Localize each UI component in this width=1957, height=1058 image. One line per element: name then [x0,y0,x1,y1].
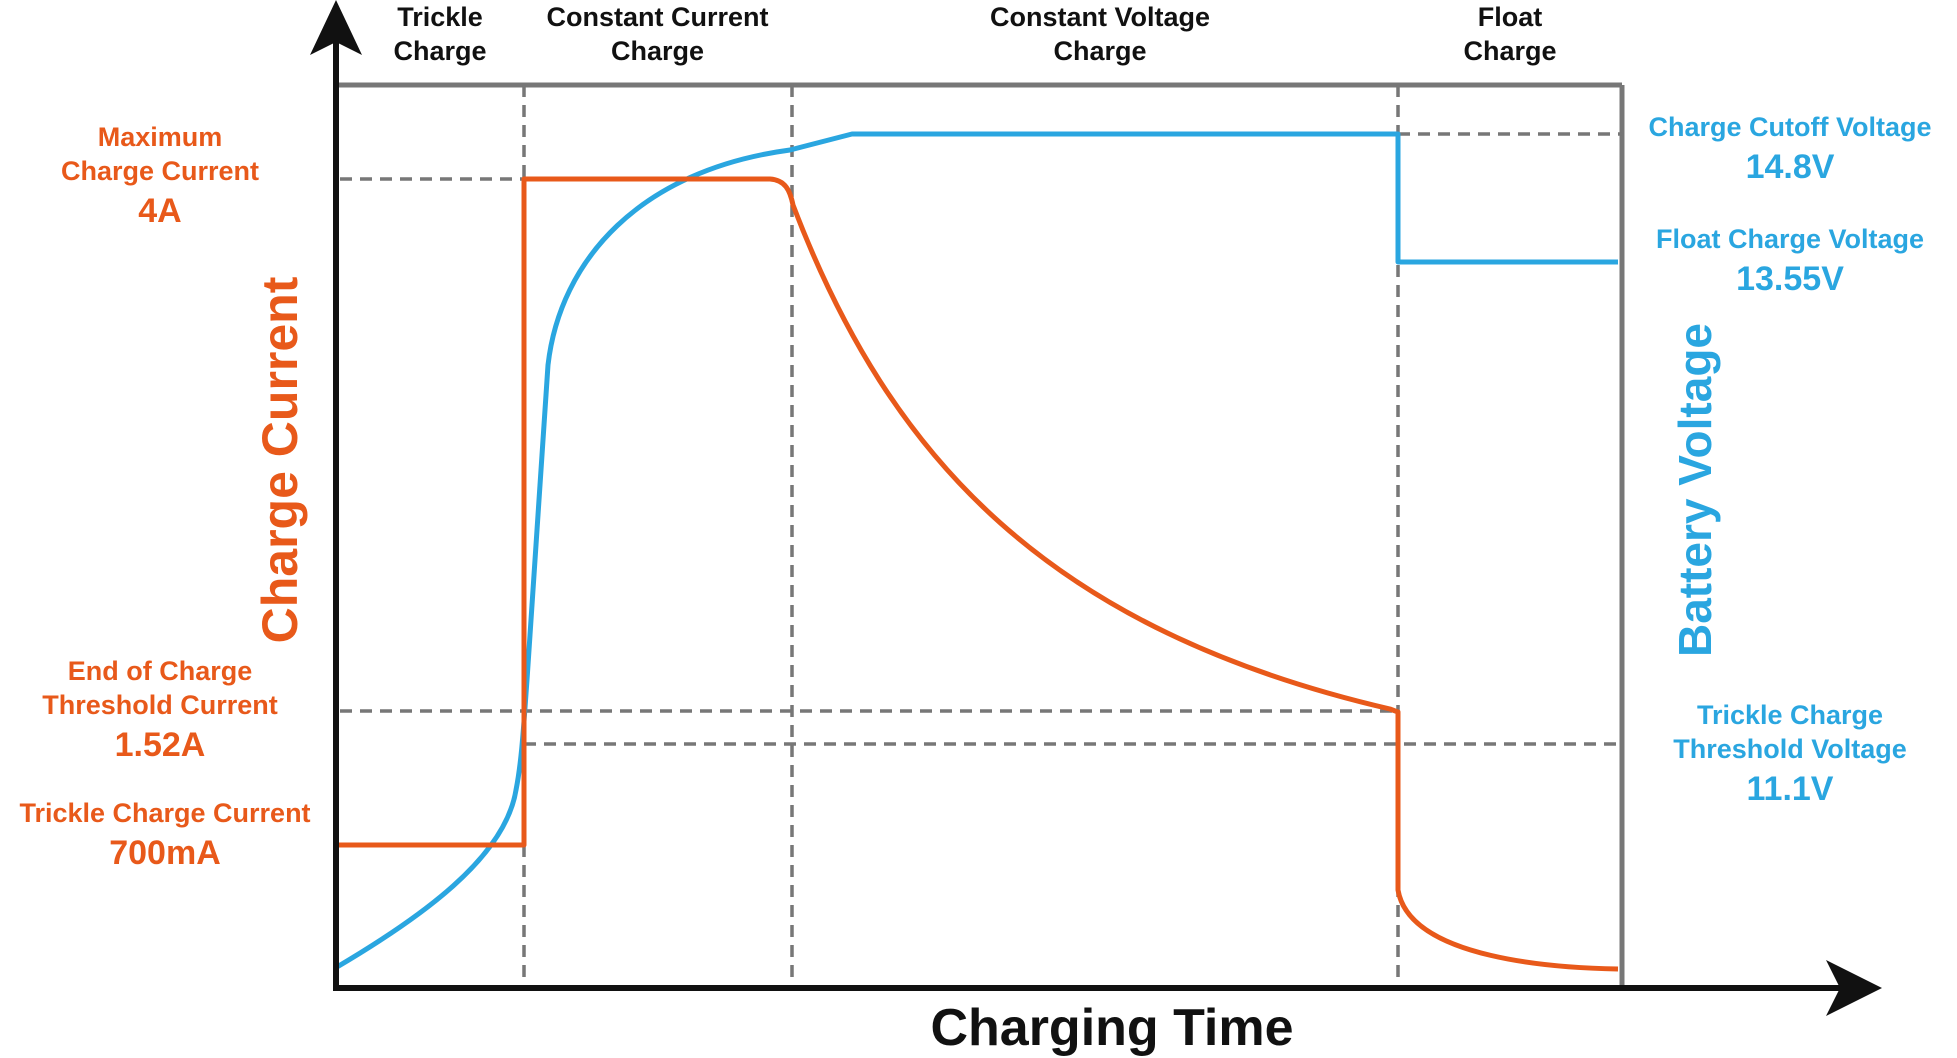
label-float-voltage: Float Charge Voltage 13.55V [1625,222,1955,296]
label-trickle-current-line1: Trickle Charge Current [19,798,311,828]
label-trickle-current-value: 700mA [109,834,221,872]
axes [310,0,1882,1016]
phase-label-cv-line2: Charge [1053,36,1147,66]
label-float-voltage-line1: Float Charge Voltage [1655,224,1925,254]
phase-label-cc: Constant Current Charge [520,0,795,68]
label-end-current-line1: End of Charge [67,656,253,686]
phase-label-float: Float Charge [1440,0,1580,68]
battery-voltage-curve [335,131,1618,970]
phase-label-float-line2: Charge [1463,36,1557,66]
phase-label-cv-line1: Constant Voltage [989,2,1210,32]
label-end-current-line2: Threshold Current [42,690,278,720]
label-trickle-current: Trickle Charge Current 700mA [0,796,330,870]
phase-label-float-line1: Float [1477,2,1543,32]
label-cutoff-voltage: Charge Cutoff Voltage 14.8V [1625,110,1955,184]
label-cutoff-voltage-value: 14.8V [1745,148,1835,186]
label-trickle-voltage-line2: Threshold Voltage [1673,734,1907,764]
phase-label-cc-line2: Charge [610,36,705,66]
label-cutoff-voltage-line1: Charge Cutoff Voltage [1648,112,1932,142]
y-axis-arrow-icon [310,0,362,55]
phase-label-trickle-line1: Trickle [397,2,483,32]
label-end-current: End of Charge Threshold Current 1.52A [10,654,310,762]
label-trickle-voltage-value: 11.1V [1746,770,1834,808]
label-max-current-value: 4A [138,192,182,230]
y-axis-title-current: Charge Current [252,276,308,644]
phase-dividers [522,85,1400,988]
x-axis-title: Charging Time [930,999,1294,1057]
label-end-current-value: 1.52A [114,726,206,764]
phase-label-cc-line1: Constant Current [546,2,769,32]
label-float-voltage-value: 13.55V [1736,260,1844,298]
label-max-current: Maximum Charge Current 4A [20,120,300,228]
y-axis-title-voltage: Battery Voltage [1669,322,1721,658]
chart-frame [336,82,1625,990]
phase-label-trickle: Trickle Charge [380,0,500,68]
charge-current-curve [338,176,1619,972]
level-guides [340,132,1622,746]
x-axis-arrow-icon [1826,960,1882,1016]
label-trickle-voltage-line1: Trickle Charge [1696,700,1884,730]
phase-label-cv: Constant Voltage Charge [950,0,1250,68]
label-trickle-voltage: Trickle Charge Threshold Voltage 11.1V [1625,698,1955,806]
label-max-current-line1: Maximum [97,122,223,152]
label-max-current-line2: Charge Current [60,156,260,186]
phase-label-trickle-line2: Charge [393,36,487,66]
